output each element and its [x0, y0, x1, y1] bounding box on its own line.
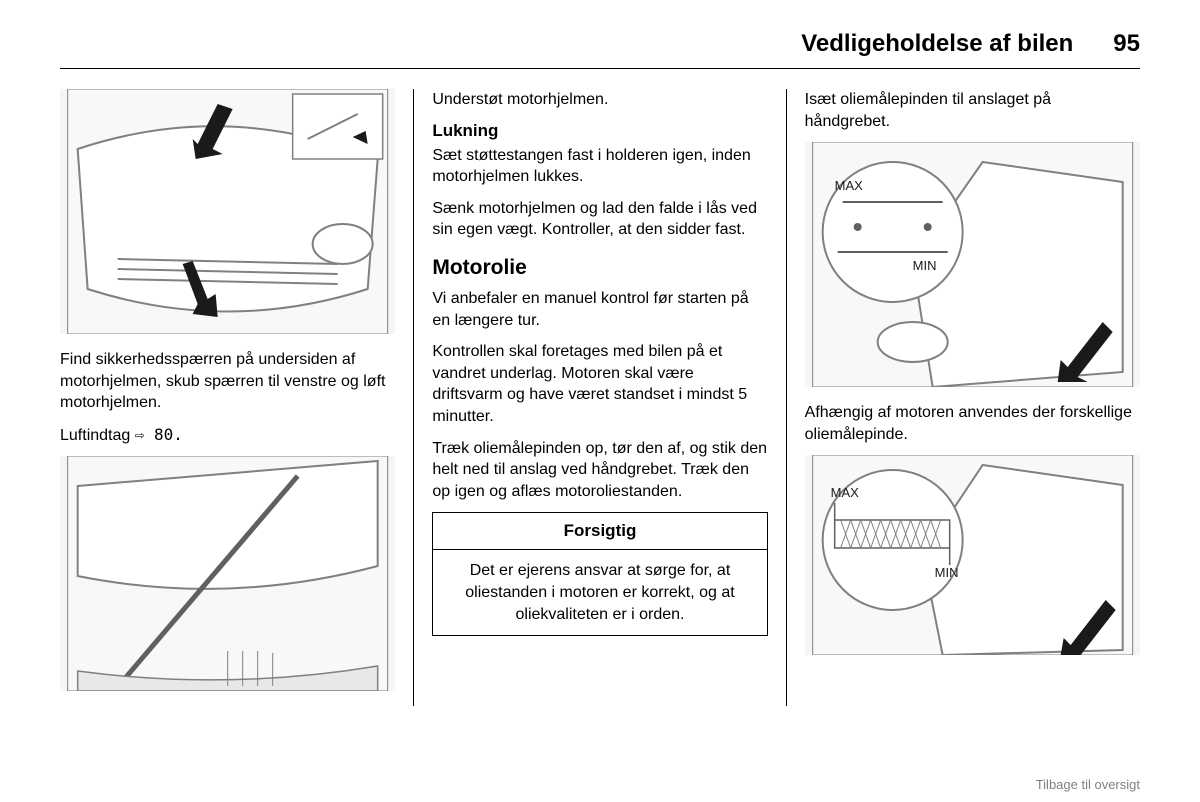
hood-prop-illustration: [60, 456, 395, 691]
back-to-overview-link[interactable]: Tilbage til oversigt: [1036, 777, 1140, 792]
text-oil-1: Vi anbefaler en manuel kontrol før start…: [432, 288, 767, 331]
column-1: Find sikkerhedsspærren på undersiden af …: [60, 89, 414, 706]
caution-title: Forsigtig: [433, 513, 766, 550]
text-safety-latch: Find sikkerhedsspærren på undersiden af …: [60, 349, 395, 414]
air-intake-prefix: Luftindtag: [60, 427, 135, 444]
column-2: Understøt motorhjelmen. Lukning Sæt støt…: [414, 89, 786, 706]
dipstick-gauge-2-illustration: MAX MIN: [805, 455, 1140, 655]
column-3: Isæt oliemålepinden til anslaget på hånd…: [787, 89, 1140, 706]
text-support-hood: Understøt motorhjelmen.: [432, 89, 767, 111]
caution-body: Det er ejerens ansvar at sørge for, at o…: [433, 550, 766, 635]
heading-engine-oil: Motorolie: [432, 256, 767, 280]
gauge2-min-label: MIN: [934, 565, 958, 580]
text-oil-2: Kontrollen skal foretages med bilen på e…: [432, 341, 767, 427]
dipstick-gauge-1-illustration: MAX MIN: [805, 142, 1140, 387]
caution-box: Forsigtig Det er ejerens ansvar at sørge…: [432, 512, 767, 636]
page-header: Vedligeholdelse af bilen 95: [60, 30, 1140, 69]
content-columns: Find sikkerhedsspærren på undersiden af …: [60, 89, 1140, 706]
header-title: Vedligeholdelse af bilen: [801, 30, 1073, 58]
text-air-intake-ref: Luftindtag ⇨ 80.: [60, 424, 395, 447]
gauge-max-label: MAX: [834, 178, 863, 193]
text-closing-2: Sænk motorhjelmen og lad den falde i lås…: [432, 198, 767, 241]
text-closing-1: Sæt støttestangen fast i holderen igen, …: [432, 145, 767, 188]
text-oil-3: Træk oliemålepinden op, tør den af, og s…: [432, 438, 767, 503]
text-different-dipsticks: Afhængig af motoren anvendes der forskel…: [805, 402, 1140, 445]
hood-lift-illustration: [60, 89, 395, 334]
text-insert-dipstick: Isæt oliemålepinden til anslaget på hånd…: [805, 89, 1140, 132]
gauge-min-label: MIN: [912, 258, 936, 273]
subheading-closing: Lukning: [432, 121, 767, 141]
reference-arrow-icon: ⇨ 80.: [135, 424, 183, 446]
page-number: 95: [1113, 30, 1140, 58]
gauge2-max-label: MAX: [830, 485, 859, 500]
